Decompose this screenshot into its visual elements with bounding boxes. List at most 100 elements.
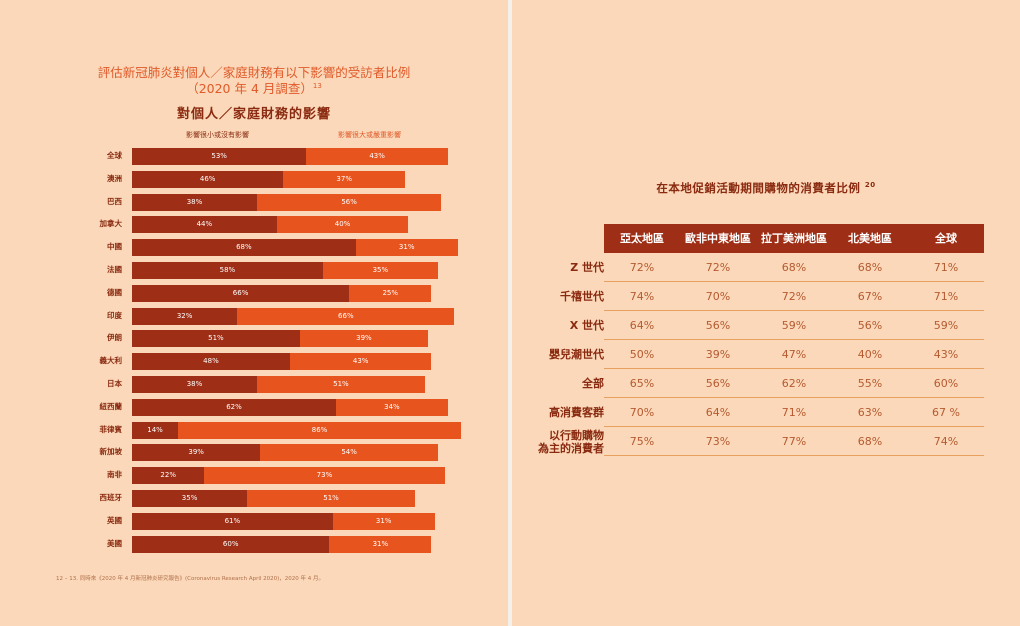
column-header: 北美地區 <box>848 232 892 245</box>
data-label: 43% <box>352 357 369 366</box>
bar-segment-high-impact: 40% <box>276 216 409 234</box>
data-label: 31% <box>375 516 392 525</box>
chart-heading-line1: 評估新冠肺炎對個人／家庭財務有以下影響的受訪者比例 <box>97 65 411 80</box>
data-label: 66% <box>232 288 249 297</box>
data-label: 48% <box>203 357 219 366</box>
bar-segment-high-impact: 51% <box>247 490 415 507</box>
legend-high-impact: 影響很大或嚴重影響 <box>338 131 401 139</box>
table-cell: 71% <box>933 261 959 274</box>
table-row: 以行動購物 為主的消費者 75% 73% 77% 68% 74% <box>512 427 1020 456</box>
chart-heading-line2: （2020 年 4 月調查）13 <box>186 81 322 96</box>
row-label: 嬰兒潮世代 <box>549 348 604 361</box>
category-label: 美國 <box>107 538 122 548</box>
bar-segment-low-impact: 38% <box>132 193 258 211</box>
data-label: 46% <box>199 174 216 183</box>
bar-segment-high-impact: 34% <box>335 398 448 416</box>
bar-segment-low-impact: 22% <box>132 467 205 485</box>
data-label: 35% <box>372 266 389 274</box>
bar-row: 義大利 48% 43% <box>0 353 508 371</box>
table-row: 嬰兒潮世代 50% 39% 47% 40% 43% <box>512 340 1020 369</box>
bar-row: 全球 53% 43% <box>0 148 508 165</box>
table-row: X 世代 64% 56% 59% 56% 59% <box>512 311 1020 340</box>
column-header: 歐非中東地區 <box>685 232 751 245</box>
data-label: 39% <box>188 448 204 457</box>
row-divider <box>604 397 984 398</box>
table-row: 全部 65% 56% 62% 55% 60% <box>512 369 1020 398</box>
table-cell: 63% <box>857 406 883 419</box>
bar-row: 巴西 38% 56% <box>0 193 508 211</box>
category-label: 伊朗 <box>107 333 122 343</box>
bar-segment-low-impact: 44% <box>132 216 277 234</box>
bar-segment-low-impact: 39% <box>132 444 261 462</box>
bar-row: 南非 22% 73% <box>0 467 508 485</box>
category-label: 澳洲 <box>107 173 122 183</box>
table-cell: 62% <box>781 377 807 390</box>
data-label: 31% <box>372 539 389 548</box>
table-cell: 74% <box>933 435 959 448</box>
table-header: 亞太地區 歐非中東地區 拉丁美洲地區 北美地區 全球 <box>604 224 984 253</box>
table-cell: 71% <box>933 290 959 303</box>
data-label: 56% <box>341 197 357 206</box>
column-header: 亞太地區 <box>620 232 664 245</box>
right-page: 在本地促銷活動期間購物的消費者比例 20 亞太地區 歐非中東地區 拉丁美洲地區 … <box>512 0 1020 626</box>
bar-segment-high-impact: 54% <box>260 444 438 462</box>
table-cell: 64% <box>705 406 731 419</box>
row-label: 高消費客群 <box>549 406 604 419</box>
bar-segment-high-impact: 35% <box>322 262 438 279</box>
bar-segment-high-impact: 43% <box>306 148 448 165</box>
bar-segment-low-impact: 32% <box>132 307 238 325</box>
data-label: 86% <box>311 425 328 434</box>
table-cell: 39% <box>705 348 731 361</box>
table-cell: 40% <box>857 348 883 361</box>
bar-row: 伊朗 51% 39% <box>0 330 508 348</box>
table-cell: 43% <box>933 348 959 361</box>
data-label: 53% <box>211 152 227 160</box>
bar-segment-high-impact: 86% <box>178 421 461 439</box>
data-label: 40% <box>334 220 351 229</box>
bar-segment-low-impact: 61% <box>132 512 333 530</box>
data-label: 44% <box>196 220 213 229</box>
table-cell: 72% <box>781 290 807 303</box>
data-label: 37% <box>336 174 352 183</box>
row-divider <box>604 426 984 427</box>
category-label: 中國 <box>107 242 122 252</box>
category-label: 法國 <box>107 265 122 274</box>
bar-segment-low-impact: 38% <box>132 376 258 393</box>
bar-segment-low-impact: 48% <box>132 353 290 371</box>
bar-segment-high-impact: 43% <box>289 353 432 371</box>
data-label: 62% <box>226 402 242 411</box>
table-cell: 68% <box>857 261 883 274</box>
data-label: 54% <box>341 448 357 457</box>
row-divider <box>604 281 984 282</box>
row-divider <box>604 339 984 340</box>
table-cell: 59% <box>933 319 959 332</box>
bar-segment-low-impact: 46% <box>132 170 284 188</box>
bar-row: 新加坡 39% 54% <box>0 444 508 462</box>
footnote-ref: 20 <box>864 181 876 190</box>
data-label: 73% <box>316 471 333 480</box>
bar-segment-high-impact: 73% <box>204 467 445 485</box>
table-title: 在本地促銷活動期間購物的消費者比例 20 <box>656 181 876 195</box>
data-label: 51% <box>323 494 339 502</box>
data-label: 38% <box>186 197 203 206</box>
table-cell: 70% <box>705 290 731 303</box>
table-cell: 56% <box>857 319 883 332</box>
bar-segment-low-impact: 66% <box>132 284 350 302</box>
footnote-ref: 13 <box>312 81 322 90</box>
table-cell: 77% <box>781 435 807 448</box>
bar-row: 澳洲 46% 37% <box>0 170 508 188</box>
bar-segment-high-impact: 39% <box>299 330 429 348</box>
data-label: 60% <box>222 539 239 548</box>
data-label: 35% <box>181 494 198 502</box>
bar-row: 中國 68% 31% <box>0 239 508 257</box>
table-cell: 72% <box>705 261 731 274</box>
row-label: 千禧世代 <box>560 290 604 303</box>
table-cell: 67 % <box>932 406 960 419</box>
category-label: 日本 <box>107 379 122 388</box>
left-page: 評估新冠肺炎對個人／家庭財務有以下影響的受訪者比例 （2020 年 4 月調查）… <box>0 0 508 626</box>
data-label: 25% <box>382 288 399 297</box>
bar-row: 印度 32% 66% <box>0 307 508 325</box>
row-label: Z 世代 <box>570 261 604 274</box>
bar-segment-low-impact: 58% <box>132 262 323 279</box>
row-label: X 世代 <box>569 319 604 332</box>
